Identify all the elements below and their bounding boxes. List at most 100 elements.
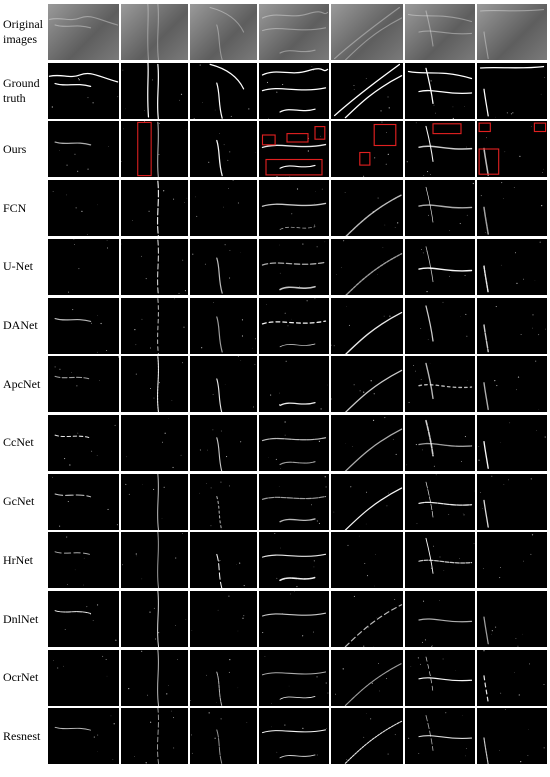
segmentation-result (190, 62, 257, 119)
segmentation-result (121, 649, 188, 706)
segmentation-result (121, 708, 188, 765)
original-image (190, 4, 257, 60)
row-label-6: ApcNet (3, 376, 41, 391)
segmentation-result (405, 62, 475, 119)
segmentation-result (48, 62, 119, 119)
highlight-box (265, 159, 323, 176)
segmentation-result (121, 414, 188, 471)
segmentation-result (48, 121, 119, 178)
segmentation-result (477, 297, 547, 354)
segmentation-result (48, 591, 119, 647)
segmentation-result (331, 708, 403, 765)
segmentation-result (259, 414, 329, 471)
segmentation-result (331, 414, 403, 471)
original-image (259, 4, 329, 60)
segmentation-result (190, 297, 257, 354)
segmentation-result (121, 356, 188, 413)
row-label-12: Resnest (3, 728, 41, 743)
row-label-3: FCN (3, 200, 27, 215)
original-image (405, 4, 475, 60)
segmentation-result (477, 414, 547, 471)
segmentation-result (190, 708, 257, 765)
segmentation-result (121, 121, 188, 178)
segmentation-result (477, 62, 547, 119)
segmentation-result (405, 708, 475, 765)
segmentation-result (190, 473, 257, 530)
row-label-1: Ground truth (3, 75, 40, 105)
highlight-box (478, 122, 491, 133)
segmentation-result (331, 356, 403, 413)
segmentation-result (331, 180, 403, 237)
segmentation-result (121, 62, 188, 119)
segmentation-result (405, 121, 475, 178)
segmentation-result (259, 708, 329, 765)
segmentation-result (405, 532, 475, 589)
original-image (331, 4, 403, 60)
segmentation-result (190, 591, 257, 647)
segmentation-result (190, 180, 257, 237)
highlight-box (432, 123, 462, 135)
segmentation-result (477, 473, 547, 530)
segmentation-result (331, 62, 403, 119)
segmentation-result (331, 532, 403, 589)
segmentation-result (48, 180, 119, 237)
segmentation-result (121, 297, 188, 354)
segmentation-result (259, 62, 329, 119)
segmentation-result (259, 649, 329, 706)
segmentation-result (121, 591, 188, 647)
segmentation-result (405, 649, 475, 706)
segmentation-result (259, 238, 329, 295)
row-label-9: HrNet (3, 552, 33, 567)
segmentation-result (331, 238, 403, 295)
segmentation-result (48, 356, 119, 413)
row-label-11: OcrNet (3, 670, 39, 685)
highlight-box (137, 122, 152, 177)
segmentation-result (405, 356, 475, 413)
segmentation-result (190, 356, 257, 413)
segmentation-result (405, 591, 475, 647)
highlight-box (478, 148, 500, 176)
segmentation-result (259, 532, 329, 589)
segmentation-result (121, 473, 188, 530)
segmentation-result (405, 238, 475, 295)
segmentation-result (48, 649, 119, 706)
segmentation-result (331, 297, 403, 354)
highlight-box (533, 122, 547, 133)
segmentation-result (405, 473, 475, 530)
highlight-box (286, 133, 309, 143)
row-label-10: DnlNet (3, 611, 39, 626)
row-label-0: Original images (3, 17, 43, 46)
row-label-8: GcNet (3, 494, 35, 509)
segmentation-result (48, 708, 119, 765)
segmentation-result (405, 414, 475, 471)
row-label-4: U-Net (3, 259, 33, 274)
segmentation-result (477, 356, 547, 413)
segmentation-result (477, 591, 547, 647)
row-label-7: CcNet (3, 435, 34, 450)
segmentation-result (259, 473, 329, 530)
segmentation-result (190, 238, 257, 295)
segmentation-result (121, 532, 188, 589)
segmentation-result (405, 180, 475, 237)
segmentation-result (477, 180, 547, 237)
segmentation-result (331, 473, 403, 530)
segmentation-result (331, 649, 403, 706)
segmentation-result (331, 591, 403, 647)
segmentation-result (477, 649, 547, 706)
segmentation-result (190, 121, 257, 178)
segmentation-result (48, 414, 119, 471)
original-image (121, 4, 188, 60)
segmentation-result (259, 180, 329, 237)
segmentation-result (405, 297, 475, 354)
segmentation-result (477, 532, 547, 589)
segmentation-result (48, 238, 119, 295)
segmentation-result (190, 414, 257, 471)
segmentation-result (48, 532, 119, 589)
segmentation-result (331, 121, 403, 178)
row-label-5: DANet (3, 318, 38, 332)
segmentation-result (477, 708, 547, 765)
segmentation-result (121, 180, 188, 237)
segmentation-result (259, 356, 329, 413)
segmentation-result (48, 473, 119, 530)
